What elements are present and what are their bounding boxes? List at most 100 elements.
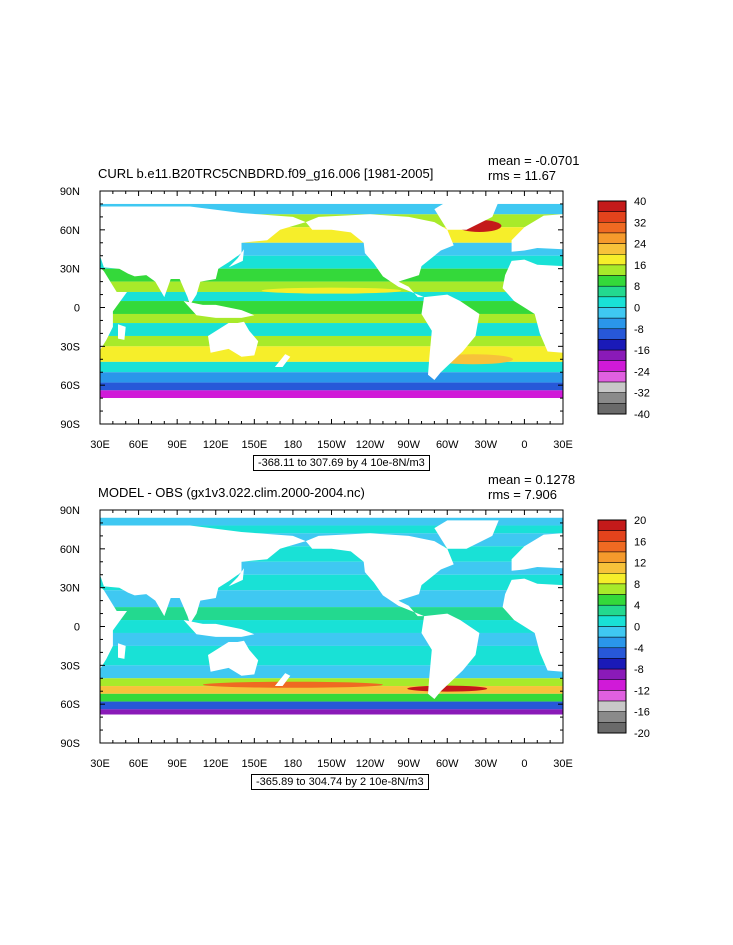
colorbar-label: 20 [634, 515, 646, 527]
land-madagascar [118, 643, 126, 659]
x-tick-label: 120W [356, 758, 385, 770]
land-nz [274, 354, 291, 367]
colorbar-label: 12 [634, 558, 646, 570]
y-tick-label: 30N [60, 264, 80, 276]
ocean-band [100, 632, 563, 646]
x-tick-label: 30E [553, 439, 573, 451]
colorbar-box [597, 232, 627, 244]
x-tick-label: 120W [356, 439, 385, 451]
x-tick-label: 180 [284, 439, 302, 451]
panel1-mean: mean = -0.0701 [488, 153, 580, 168]
land-namer [305, 214, 454, 298]
panel2-title: MODEL - OBS (gx1v3.022.clim.2000-2004.nc… [98, 485, 365, 500]
ocean-band [100, 517, 563, 526]
colorbar-box [597, 307, 627, 319]
land-africaW [502, 578, 563, 672]
x-tick-label: 0 [521, 758, 527, 770]
falkland-patch [407, 685, 488, 692]
x-tick-label: 60E [129, 439, 149, 451]
land-greenland [434, 201, 499, 230]
colorbar-box [597, 349, 627, 362]
colorbar-label: 24 [634, 239, 646, 251]
y-tick-label: 60N [60, 544, 80, 556]
colorbar-box [597, 264, 627, 276]
ocean-band [100, 291, 563, 302]
x-tick-label: 90E [167, 758, 187, 770]
colorbar-box [597, 690, 627, 702]
ocean-band [100, 313, 563, 324]
x-tick-label: 30E [90, 758, 110, 770]
colorbar-box [597, 371, 627, 383]
x-tick-label: 150W [317, 758, 346, 770]
y-tick-label: 0 [74, 622, 80, 634]
ocean-band [100, 693, 563, 702]
colorbar-frame [597, 519, 627, 734]
land-eurasia [100, 206, 306, 305]
ocean-band [100, 361, 563, 373]
colorbar-label: 32 [634, 217, 646, 229]
y-tick-label: 60S [60, 380, 80, 392]
colorbar-label: 4 [634, 600, 640, 612]
colorbar-box [597, 700, 627, 712]
land-samer [421, 294, 480, 380]
colorbar-label: -4 [634, 643, 644, 655]
land-australia [208, 321, 259, 357]
colorbar-box [597, 381, 627, 393]
land-indonesia [183, 301, 255, 318]
y-tick-label: 30N [60, 583, 80, 595]
y-tick-label: 90N [60, 505, 80, 517]
panel1-rms: rms = 11.67 [488, 168, 557, 183]
colorbar-label: -24 [634, 366, 650, 378]
colorbar-label: 8 [634, 281, 640, 293]
colorbar-box [597, 626, 627, 638]
colorbar-box [597, 285, 627, 298]
x-tick-label: 0 [521, 439, 527, 451]
land-africa [100, 586, 127, 670]
colorbar-box [597, 296, 627, 308]
y-tick-label: 60N [60, 225, 80, 237]
panel2-range-label: -365.89 to 304.74 by 2 10e-8N/m3 [251, 774, 429, 790]
colorbar-label: -40 [634, 409, 650, 421]
ocean-band [100, 301, 563, 314]
southern-ocean-patch [202, 681, 383, 688]
land-eurasia [100, 525, 306, 624]
colorbar-box [597, 615, 627, 627]
colorbar-box [597, 636, 627, 649]
colorbar-box [597, 392, 627, 404]
colorbar-box [597, 328, 627, 340]
x-tick-label: 150W [317, 439, 346, 451]
colorbar-box [597, 541, 627, 553]
panel2-map [100, 510, 563, 743]
ocean-band [100, 645, 563, 666]
x-tick-label: 60E [129, 758, 149, 770]
x-tick-label: 150E [241, 758, 267, 770]
ocean-band [100, 686, 563, 694]
x-tick-label: 90E [167, 439, 187, 451]
x-tick-label: 60W [436, 439, 459, 451]
tropical-band-patch [261, 287, 402, 294]
colorbar-box [597, 711, 627, 723]
colorbar-frame [597, 200, 627, 415]
land-samer [421, 613, 480, 699]
colorbar-box [597, 200, 627, 212]
ocean-band [100, 382, 563, 391]
y-tick-label: 0 [74, 303, 80, 315]
colorbar-label: 40 [634, 196, 646, 208]
x-tick-label: 30W [475, 758, 498, 770]
ocean-band [100, 390, 563, 399]
colorbar-box [597, 403, 627, 415]
colorbar-label: -16 [634, 345, 650, 357]
land-japan [228, 249, 244, 268]
ocean-band [100, 620, 563, 633]
ocean-band [100, 281, 563, 292]
x-tick-label: 60W [436, 758, 459, 770]
x-tick-label: 120E [203, 758, 229, 770]
land-japan [228, 568, 244, 587]
ocean-band [100, 335, 563, 347]
colorbar-label: -8 [634, 324, 644, 336]
land-namer [305, 533, 454, 617]
x-tick-label: 120E [203, 439, 229, 451]
x-tick-label: 30W [475, 439, 498, 451]
